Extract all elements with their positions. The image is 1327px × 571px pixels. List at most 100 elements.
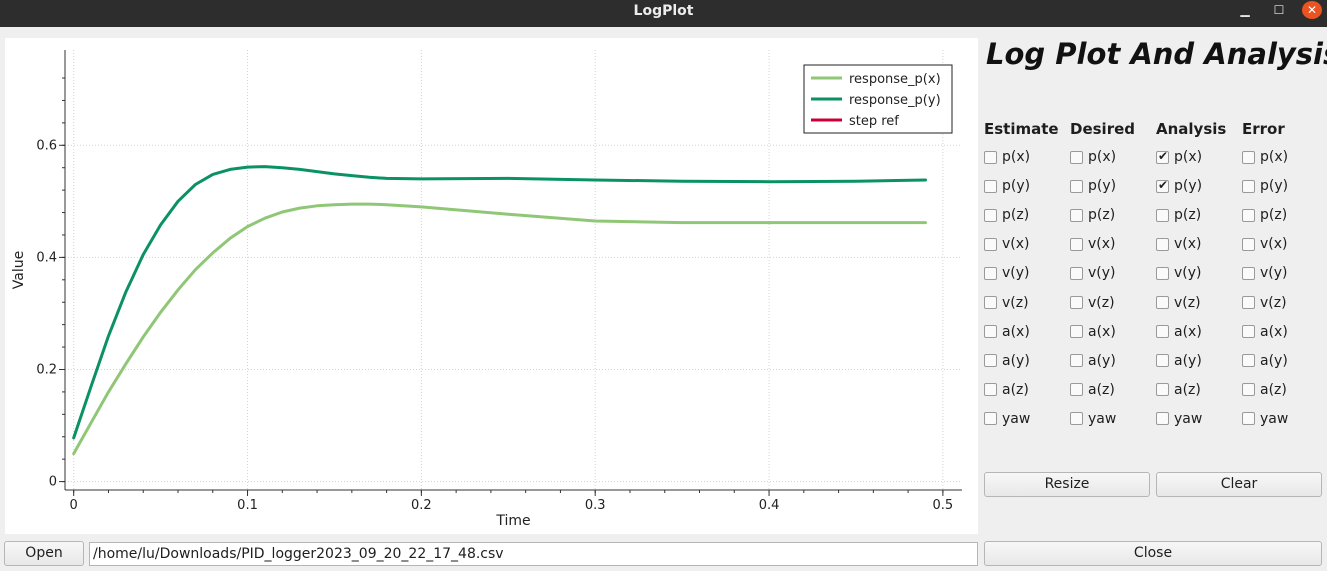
- checkbox-desired-px[interactable]: p(x): [1070, 149, 1116, 165]
- checkbox-error-ax[interactable]: a(x): [1242, 324, 1288, 340]
- checkbox-estimate-ax[interactable]: a(x): [984, 324, 1030, 340]
- unchecked-checkbox-icon[interactable]: [984, 412, 997, 426]
- checkbox-desired-pz[interactable]: p(z): [1070, 207, 1115, 223]
- unchecked-checkbox-icon[interactable]: [984, 150, 997, 164]
- unchecked-checkbox-icon[interactable]: [1242, 383, 1255, 397]
- checkbox-desired-vx[interactable]: v(x): [1070, 236, 1116, 252]
- checkbox-desired-az[interactable]: a(z): [1070, 382, 1115, 398]
- checkbox-error-ay[interactable]: a(y): [1242, 353, 1288, 369]
- checkbox-error-vy[interactable]: v(y): [1242, 265, 1288, 281]
- resize-button[interactable]: Resize: [984, 472, 1150, 497]
- unchecked-checkbox-icon[interactable]: [1242, 412, 1255, 426]
- unchecked-checkbox-icon[interactable]: [1242, 266, 1255, 280]
- checkbox-estimate-vz[interactable]: v(z): [984, 295, 1029, 311]
- checkbox-error-yaw[interactable]: yaw: [1242, 411, 1288, 427]
- checkbox-desired-ax[interactable]: a(x): [1070, 324, 1116, 340]
- checkbox-label: p(x): [1088, 149, 1117, 165]
- unchecked-checkbox-icon[interactable]: [1156, 412, 1169, 426]
- maximize-icon[interactable]: ☐: [1273, 3, 1285, 17]
- checkbox-estimate-vx[interactable]: v(x): [984, 236, 1030, 252]
- legend-label: response_p(x): [849, 72, 941, 87]
- unchecked-checkbox-icon[interactable]: [1156, 266, 1169, 280]
- checkbox-error-vx[interactable]: v(x): [1242, 236, 1288, 252]
- unchecked-checkbox-icon[interactable]: [1156, 296, 1169, 309]
- checkbox-analysis-py[interactable]: p(y): [1156, 178, 1202, 194]
- plot-area[interactable]: 0 0.1 0.2 0.3 0.4 0.5 0 0.2 0.4 0.6 Time Value respo…: [5, 38, 978, 534]
- checkbox-analysis-vz[interactable]: v(z): [1156, 295, 1201, 311]
- window-title: LogPlot: [633, 3, 694, 19]
- unchecked-checkbox-icon[interactable]: [1242, 296, 1255, 309]
- unchecked-checkbox-icon[interactable]: [1242, 150, 1255, 164]
- checkbox-analysis-ax[interactable]: a(x): [1156, 324, 1202, 340]
- checkbox-label: v(z): [1088, 294, 1115, 311]
- unchecked-checkbox-icon[interactable]: [1070, 354, 1083, 368]
- checkbox-label: a(x): [1260, 323, 1288, 340]
- checkbox-estimate-yaw[interactable]: yaw: [984, 411, 1030, 427]
- unchecked-checkbox-icon[interactable]: [1242, 354, 1255, 368]
- column-header-estimate: Estimate: [984, 120, 1059, 138]
- checkbox-error-az[interactable]: a(z): [1242, 382, 1287, 398]
- checkbox-analysis-vx[interactable]: v(x): [1156, 236, 1202, 252]
- checkbox-analysis-px[interactable]: p(x): [1156, 149, 1202, 165]
- unchecked-checkbox-icon[interactable]: [984, 208, 997, 222]
- unchecked-checkbox-icon[interactable]: [1156, 383, 1169, 397]
- checkbox-desired-vz[interactable]: v(z): [1070, 295, 1115, 311]
- line-chart[interactable]: 0 0.1 0.2 0.3 0.4 0.5 0 0.2 0.4 0.6 Time Value respo…: [5, 38, 978, 534]
- unchecked-checkbox-icon[interactable]: [984, 354, 997, 368]
- checkbox-estimate-az[interactable]: a(z): [984, 382, 1029, 398]
- unchecked-checkbox-icon[interactable]: [1070, 179, 1083, 193]
- checkbox-error-vz[interactable]: v(z): [1242, 295, 1287, 311]
- checkbox-desired-yaw[interactable]: yaw: [1070, 411, 1116, 427]
- file-path-field[interactable]: /home/lu/Downloads/PID_logger2023_09_20_…: [89, 542, 978, 566]
- unchecked-checkbox-icon[interactable]: [984, 266, 997, 280]
- unchecked-checkbox-icon[interactable]: [1070, 150, 1083, 164]
- unchecked-checkbox-icon[interactable]: [1242, 237, 1255, 251]
- checkbox-analysis-pz[interactable]: p(z): [1156, 207, 1201, 223]
- unchecked-checkbox-icon[interactable]: [1156, 208, 1169, 222]
- unchecked-checkbox-icon[interactable]: [1070, 296, 1083, 309]
- checkbox-analysis-ay[interactable]: a(y): [1156, 353, 1202, 369]
- open-button[interactable]: Open: [4, 541, 84, 566]
- checkbox-estimate-vy[interactable]: v(y): [984, 265, 1030, 281]
- checkbox-estimate-px[interactable]: p(x): [984, 149, 1030, 165]
- checkbox-desired-py[interactable]: p(y): [1070, 178, 1116, 194]
- checkbox-desired-ay[interactable]: a(y): [1070, 353, 1116, 369]
- close-icon[interactable]: ✕: [1302, 1, 1322, 19]
- unchecked-checkbox-icon[interactable]: [984, 296, 997, 309]
- unchecked-checkbox-icon[interactable]: [1242, 208, 1255, 222]
- checkbox-analysis-yaw[interactable]: yaw: [1156, 411, 1202, 427]
- unchecked-checkbox-icon[interactable]: [984, 237, 997, 251]
- checkbox-analysis-vy[interactable]: v(y): [1156, 265, 1202, 281]
- checkbox-estimate-pz[interactable]: p(z): [984, 207, 1029, 223]
- checked-checkbox-icon[interactable]: [1156, 149, 1169, 164]
- y-axis-label: Value: [11, 251, 27, 289]
- unchecked-checkbox-icon[interactable]: [1070, 325, 1083, 339]
- checkbox-estimate-py[interactable]: p(y): [984, 178, 1030, 194]
- legend-label: response_p(y): [849, 93, 941, 108]
- checkbox-label: a(z): [1088, 381, 1115, 398]
- unchecked-checkbox-icon[interactable]: [1242, 325, 1255, 339]
- unchecked-checkbox-icon[interactable]: [1070, 208, 1083, 222]
- unchecked-checkbox-icon[interactable]: [1156, 354, 1169, 368]
- unchecked-checkbox-icon[interactable]: [1070, 412, 1083, 426]
- checkbox-error-py[interactable]: p(y): [1242, 178, 1288, 194]
- checkbox-estimate-ay[interactable]: a(y): [984, 353, 1030, 369]
- clear-button[interactable]: Clear: [1156, 472, 1322, 497]
- unchecked-checkbox-icon[interactable]: [1070, 266, 1083, 280]
- unchecked-checkbox-icon[interactable]: [984, 383, 997, 397]
- unchecked-checkbox-icon[interactable]: [1156, 237, 1169, 251]
- minimize-icon[interactable]: ▁: [1240, 3, 1250, 17]
- close-button[interactable]: Close: [984, 541, 1322, 566]
- checkbox-analysis-az[interactable]: a(z): [1156, 382, 1201, 398]
- unchecked-checkbox-icon[interactable]: [984, 325, 997, 339]
- title-bar: LogPlot ▁ ☐ ✕: [0, 0, 1327, 27]
- unchecked-checkbox-icon[interactable]: [1070, 237, 1083, 251]
- unchecked-checkbox-icon[interactable]: [1156, 325, 1169, 339]
- checkbox-desired-vy[interactable]: v(y): [1070, 265, 1116, 281]
- checked-checkbox-icon[interactable]: [1156, 178, 1169, 193]
- unchecked-checkbox-icon[interactable]: [1070, 383, 1083, 397]
- checkbox-error-px[interactable]: p(x): [1242, 149, 1288, 165]
- checkbox-error-pz[interactable]: p(z): [1242, 207, 1287, 223]
- unchecked-checkbox-icon[interactable]: [984, 179, 997, 193]
- unchecked-checkbox-icon[interactable]: [1242, 179, 1255, 193]
